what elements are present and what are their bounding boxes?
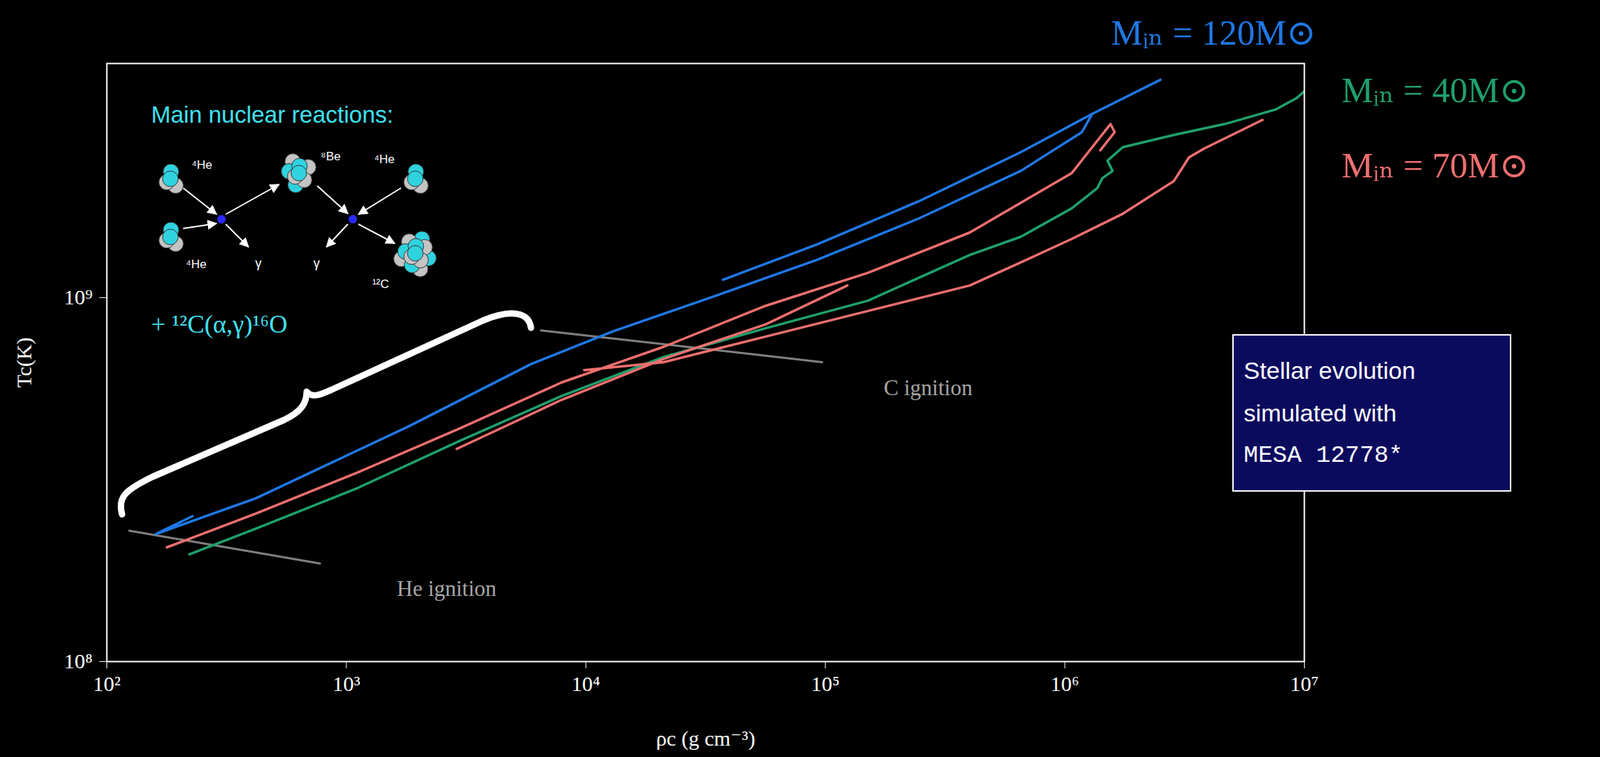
html-text:C ignition: C ignition: [883, 375, 973, 400]
html-text:simulated with: simulated with: [1243, 399, 1397, 427]
html-text:Mᵢₙ = 40M⊙: Mᵢₙ = 40M⊙: [1341, 70, 1529, 111]
svg-text:10²: 10²: [92, 672, 121, 696]
html-text:Main nuclear reactions:: Main nuclear reactions:: [151, 101, 394, 128]
html-text:He ignition: He ignition: [396, 576, 497, 601]
svg-text:Tc(K): Tc(K): [12, 337, 37, 388]
svg-text:ρc (g cm⁻³): ρc (g cm⁻³): [655, 726, 756, 752]
svg-text:10⁹: 10⁹: [63, 285, 93, 309]
svg-text:10⁷: 10⁷: [1289, 672, 1319, 696]
svg-text:⁴He: ⁴He: [191, 158, 213, 172]
svg-text:γ: γ: [313, 256, 321, 271]
html-text:+ ¹²C(α,γ)¹⁶O: + ¹²C(α,γ)¹⁶O: [151, 310, 288, 339]
svg-text:⁴He: ⁴He: [374, 152, 395, 167]
html-text:Mᵢₙ = 120M⊙: Mᵢₙ = 120M⊙: [1111, 12, 1317, 53]
svg-text:10⁸: 10⁸: [63, 649, 93, 673]
svg-text:⁴He: ⁴He: [185, 257, 207, 272]
html-text:Mᵢₙ = 70M⊙: Mᵢₙ = 70M⊙: [1341, 145, 1529, 186]
svg-text:γ: γ: [255, 256, 262, 271]
html-text:MESA 12778*: MESA 12778*: [1243, 442, 1403, 470]
svg-text:10⁴: 10⁴: [571, 672, 600, 696]
svg-text:10³: 10³: [332, 672, 360, 696]
svg-text:10⁵: 10⁵: [810, 672, 840, 696]
svg-text:⁸Be: ⁸Be: [320, 149, 341, 164]
svg-text:10⁶: 10⁶: [1050, 672, 1079, 696]
html-text:Stellar evolution: Stellar evolution: [1243, 357, 1416, 385]
svg-text:¹²C: ¹²C: [371, 277, 389, 292]
